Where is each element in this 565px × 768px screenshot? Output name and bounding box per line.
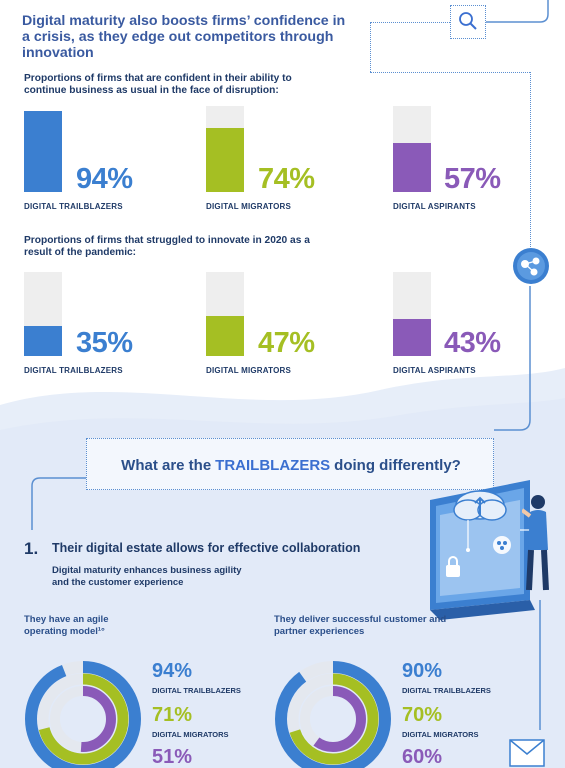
callout-pre: What are the (121, 456, 212, 474)
bar (24, 111, 62, 192)
bar-value-label: 47% (258, 327, 315, 359)
bar (24, 326, 62, 356)
network-icon (513, 248, 549, 284)
donut-ring-digital-aspirants (300, 686, 366, 752)
connector-line (370, 72, 530, 73)
cloud-monitor-illustration (430, 480, 536, 620)
bar-category-label: DIGITAL ASPIRANTS (393, 202, 476, 211)
bar-category-label: DIGITAL MIGRATORS (206, 366, 292, 375)
donut-value-label: 60% (402, 746, 443, 768)
bar-value-label: 35% (76, 327, 133, 359)
bar (393, 319, 431, 356)
section-subtitle: Digital maturity enhances business agili… (52, 565, 242, 588)
callout-post: doing differently? (334, 456, 461, 474)
donut-value-label: 70% (402, 704, 443, 726)
chart-question-1: Proportions of firms that are confident … (24, 73, 292, 96)
chart-question-2: Proportions of firms that struggled to i… (24, 235, 310, 258)
donut-category-label: DIGITAL MIGRATORS (152, 730, 229, 739)
bar-category-label: DIGITAL ASPIRANTS (393, 366, 476, 375)
bar (206, 316, 244, 356)
page-headline: Digital maturity also boosts firms’ conf… (22, 13, 346, 61)
donut-category-label: DIGITAL TRAILBLAZERS (152, 686, 241, 695)
bar-category-label: DIGITAL TRAILBLAZERS (24, 202, 123, 211)
connector-line (370, 22, 450, 23)
bar-chart-1: 94% DIGITAL TRAILBLAZERS 74% DIGITAL MIG… (0, 0, 565, 230)
donut-category-label: DIGITAL MIGRATORS (402, 730, 479, 739)
donut-value-label: 90% (402, 660, 443, 682)
column-title-1: They have an agile operating model¹° (24, 614, 109, 637)
donut-value-label: 51% (152, 746, 193, 768)
donut-chart-1 (25, 661, 141, 768)
envelope-icon (509, 739, 545, 767)
search-icon (450, 5, 486, 39)
bar-value-label: 74% (258, 163, 315, 195)
callout-bold: TRAILBLAZERS (215, 456, 331, 474)
donut-ring-digital-migrators (37, 673, 129, 765)
donut-chart-2 (275, 661, 391, 768)
bar-chart-2: 35% DIGITAL TRAILBLAZERS 47% DIGITAL MIG… (24, 272, 501, 375)
bar-value-label: 94% (76, 163, 133, 195)
donut-value-label: 71% (152, 704, 193, 726)
trailblazers-callout: What are the TRAILBLAZERS doing differen… (86, 438, 494, 490)
section-number: 1. (24, 539, 39, 558)
bar-value-label: 57% (444, 163, 501, 195)
column-title-2: They deliver successful customer and par… (274, 614, 447, 637)
connector-line (530, 72, 531, 247)
donut-value-label: 94% (152, 660, 193, 682)
bar (206, 128, 244, 192)
donut-ring-digital-migrators (287, 673, 379, 765)
donut-category-label: DIGITAL TRAILBLAZERS (402, 686, 491, 695)
bar-category-label: DIGITAL TRAILBLAZERS (24, 366, 123, 375)
bar-value-label: 43% (444, 327, 501, 359)
bar-category-label: DIGITAL MIGRATORS (206, 202, 292, 211)
donut-ring-digital-trailblazers (25, 661, 141, 768)
donut-ring-digital-aspirants (50, 686, 116, 752)
bar (393, 143, 431, 192)
section-title: Their digital estate allows for effectiv… (52, 541, 361, 555)
donut-ring-digital-trailblazers (275, 661, 391, 768)
callout-text: What are the TRAILBLAZERS doing differen… (87, 439, 495, 491)
person-illustration (522, 495, 549, 591)
connector-line (370, 22, 371, 72)
